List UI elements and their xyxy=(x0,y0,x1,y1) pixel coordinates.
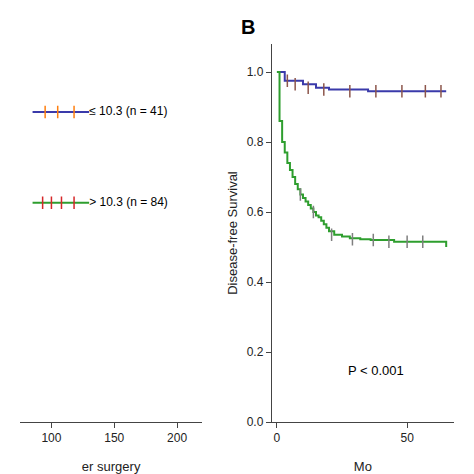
svg-text:0.0: 0.0 xyxy=(247,415,264,429)
svg-text:≤ 10.3 (n = 41): ≤ 10.3 (n = 41) xyxy=(89,104,167,118)
svg-text:50: 50 xyxy=(400,431,414,445)
svg-text:0.4: 0.4 xyxy=(247,275,264,289)
svg-text:150: 150 xyxy=(104,431,124,445)
svg-text:0.2: 0.2 xyxy=(247,345,264,359)
svg-text:0.8: 0.8 xyxy=(247,135,264,149)
svg-text:P < 0.001: P < 0.001 xyxy=(348,363,404,378)
svg-text:1.0: 1.0 xyxy=(247,65,264,79)
svg-text:B: B xyxy=(241,16,255,38)
svg-text:> 10.3 (n = 84): > 10.3 (n = 84) xyxy=(89,195,168,209)
svg-text:Disease-free Survival: Disease-free Survival xyxy=(225,171,240,295)
svg-text:200: 200 xyxy=(167,431,187,445)
svg-text:0: 0 xyxy=(274,431,281,445)
svg-text:er surgery: er surgery xyxy=(82,459,141,474)
svg-text:100: 100 xyxy=(41,431,61,445)
svg-text:Mo: Mo xyxy=(354,459,372,474)
svg-text:0.6: 0.6 xyxy=(247,205,264,219)
